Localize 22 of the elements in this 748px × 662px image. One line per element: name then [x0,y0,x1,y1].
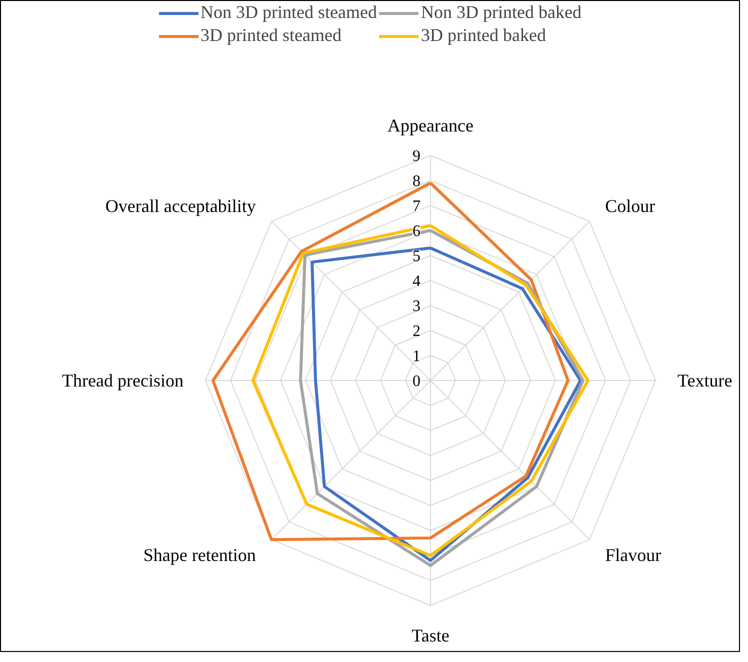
y-tick-label: 5 [412,248,420,265]
y-tick-label: 6 [412,223,420,240]
y-tick-label: 3 [412,298,420,315]
y-tick-label: 2 [412,323,420,340]
spoke-label: Colour [605,196,656,216]
spoke-label: Appearance [388,116,474,136]
legend-label: 3D printed baked [421,25,546,46]
y-tick-label: 8 [412,173,420,190]
y-tick-label: 4 [412,273,420,290]
legend-label: Non 3D printed baked [421,2,582,23]
spoke-label: Overall acceptability [105,196,256,216]
spoke-label: Thread precision [62,370,184,390]
spoke-label: Flavour [605,545,662,566]
y-tick-label: 9 [412,148,420,165]
spoke-label: Texture [678,370,732,390]
y-tick-label: 1 [412,348,420,365]
legend-label: Non 3D printed steamed [200,2,377,23]
legend-label: 3D printed steamed [200,25,342,46]
spoke-label: Shape retention [143,545,256,566]
spoke-label: Taste [412,626,450,646]
y-tick-label: 7 [412,198,420,215]
y-tick-label: 0 [412,373,420,390]
